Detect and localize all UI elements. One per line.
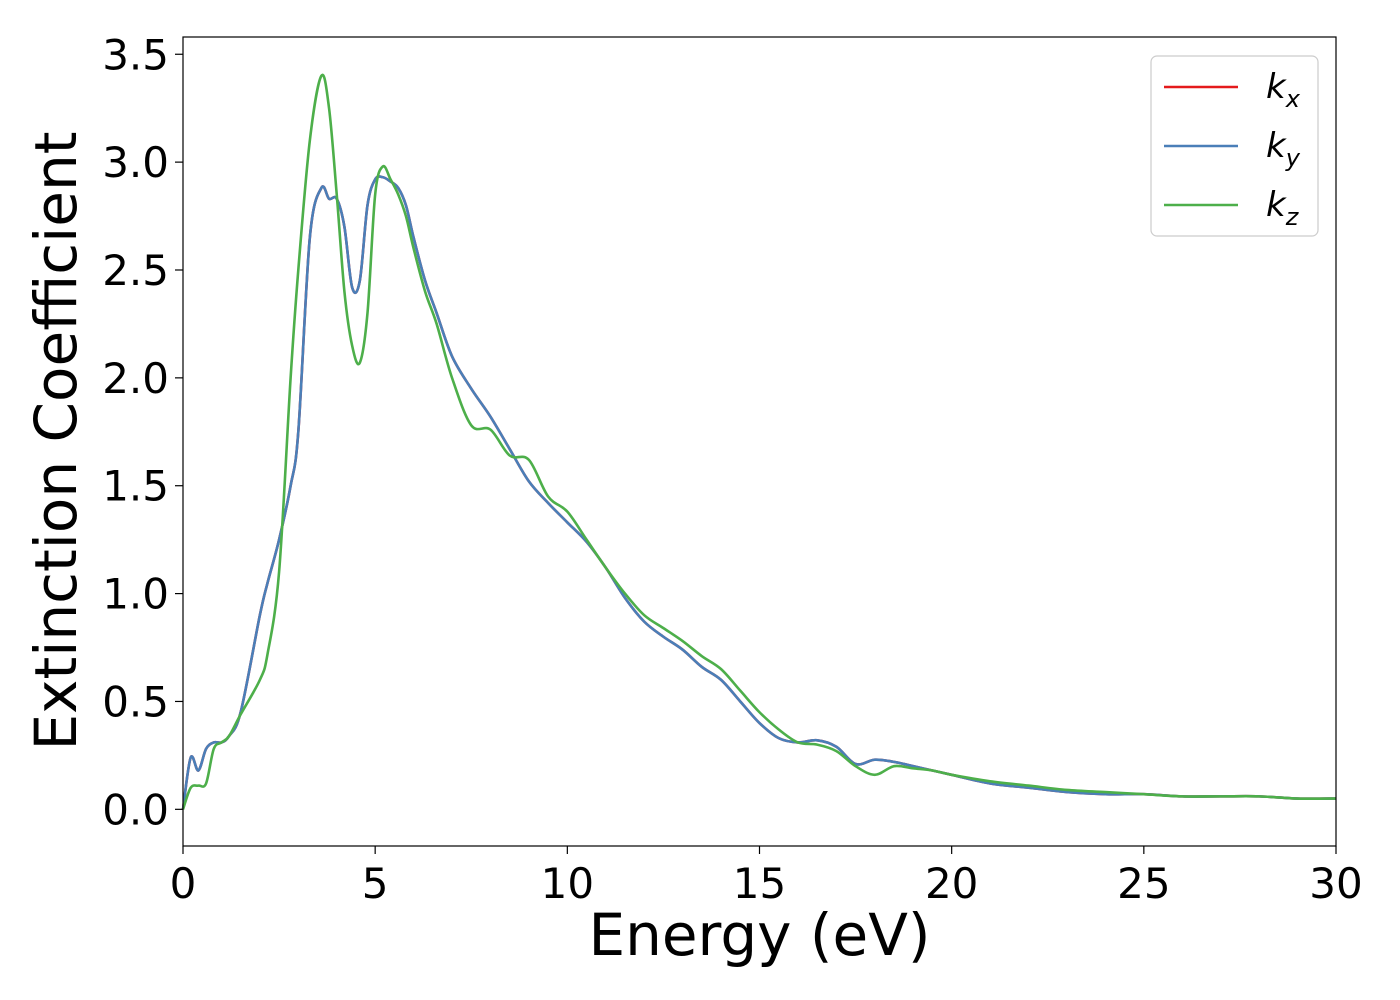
x-axis-title: Energy (eV) bbox=[588, 901, 930, 969]
series-line-z bbox=[181, 73, 1337, 810]
series-layer bbox=[181, 73, 1337, 810]
x-tick-label: 0 bbox=[170, 859, 197, 908]
x-tick-label: 20 bbox=[925, 859, 978, 908]
legend-subscript: y bbox=[1285, 144, 1301, 172]
y-tick-label: 2.0 bbox=[102, 354, 169, 403]
y-axis-title: Extinction Coefficient bbox=[22, 132, 90, 751]
x-tick-label: 15 bbox=[733, 859, 786, 908]
legend-subscript: z bbox=[1285, 203, 1300, 231]
y-tick-label: 3.5 bbox=[102, 30, 169, 79]
x-tick-label: 25 bbox=[1117, 859, 1170, 908]
x-axis: 0 5 10 15 20 25 30 bbox=[170, 846, 1363, 908]
x-tick-label: 5 bbox=[362, 859, 389, 908]
y-tick-label: 1.0 bbox=[102, 570, 169, 619]
legend-subscript: x bbox=[1285, 85, 1301, 113]
y-tick-label: 2.5 bbox=[102, 246, 169, 295]
y-tick-label: 3.0 bbox=[102, 138, 169, 187]
y-axis: 0.0 0.5 1.0 1.5 2.0 2.5 3.0 3.5 bbox=[102, 30, 183, 834]
y-tick-label: 0.0 bbox=[102, 785, 169, 834]
x-tick-label: 10 bbox=[541, 859, 594, 908]
y-tick-label: 1.5 bbox=[102, 462, 169, 511]
x-tick-label: 30 bbox=[1309, 859, 1362, 908]
y-tick-label: 0.5 bbox=[102, 677, 169, 726]
